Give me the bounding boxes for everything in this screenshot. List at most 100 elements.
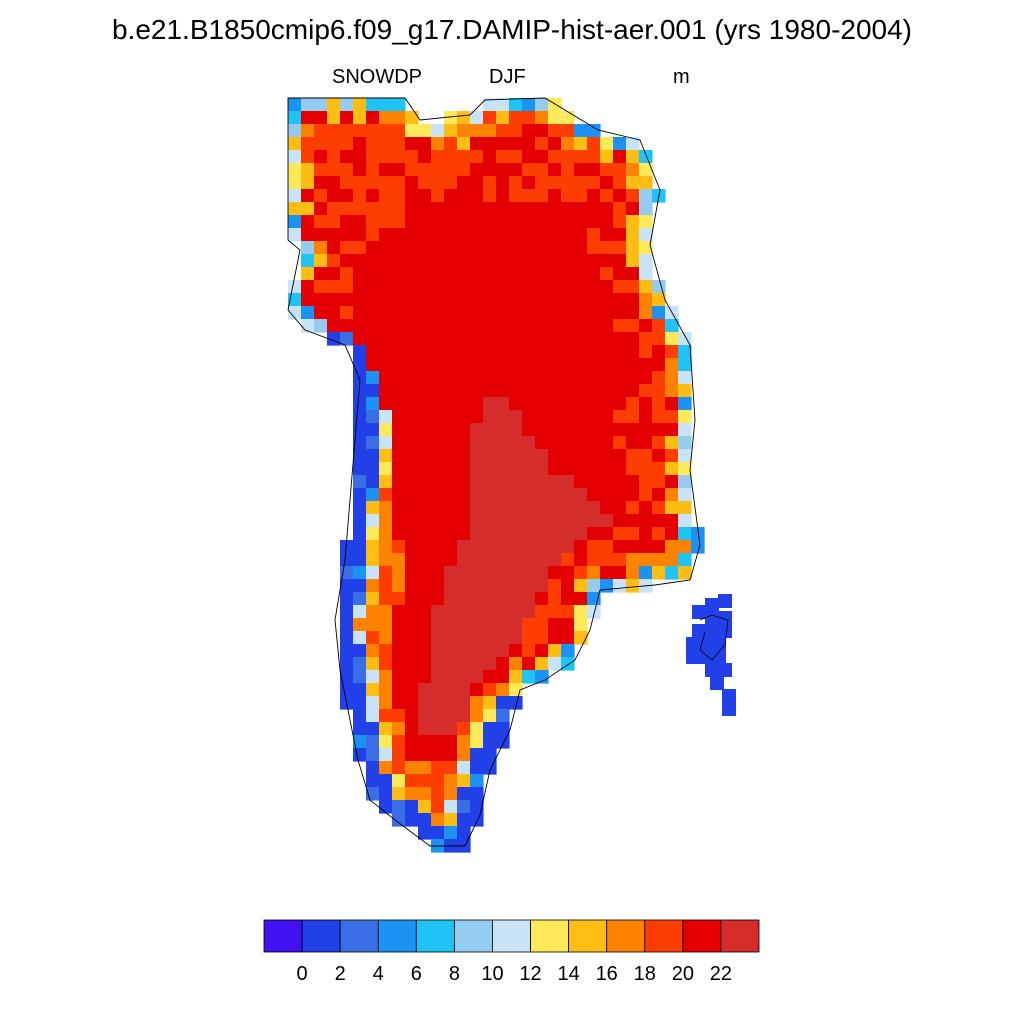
snow-depth-cell	[522, 241, 536, 255]
snow-depth-cell	[496, 228, 510, 242]
snow-depth-cell	[639, 540, 653, 554]
snow-depth-cell	[353, 306, 367, 320]
snow-depth-cell	[522, 254, 536, 268]
snow-depth-cell	[457, 488, 471, 502]
snow-depth-cell	[457, 761, 471, 775]
snow-depth-cell	[405, 631, 419, 645]
snow-depth-cell	[327, 137, 341, 151]
snow-depth-cell	[639, 254, 653, 268]
snow-depth-cell	[483, 722, 497, 736]
snow-depth-cell	[366, 280, 380, 294]
snow-depth-cell	[496, 527, 510, 541]
snow-depth-cell	[626, 436, 640, 450]
snow-depth-cell	[379, 722, 393, 736]
snow-depth-cell	[535, 410, 549, 424]
snow-depth-cell	[418, 527, 432, 541]
snow-depth-cell	[418, 774, 432, 788]
snow-depth-cell	[444, 735, 458, 749]
snow-depth-cell	[626, 384, 640, 398]
snow-depth-cell	[509, 540, 523, 554]
snow-depth-cell	[678, 397, 692, 411]
snow-depth-cell	[639, 267, 653, 281]
snow-depth-cell	[301, 254, 315, 268]
snow-depth-cell	[470, 475, 484, 489]
snow-depth-cell	[379, 202, 393, 216]
snow-depth-cell	[587, 280, 601, 294]
snow-depth-cell	[626, 553, 640, 567]
coastline	[287, 97, 701, 847]
snow-depth-cell	[431, 306, 445, 320]
snow-depth-cell	[457, 553, 471, 567]
snow-depth-cell	[405, 228, 419, 242]
snow-depth-cell	[301, 163, 315, 177]
snow-depth-cell	[444, 137, 458, 151]
snow-depth-cell	[431, 293, 445, 307]
snow-depth-cell	[574, 618, 588, 632]
snow-depth-cell	[626, 358, 640, 372]
snow-depth-cell	[418, 410, 432, 424]
snow-depth-cell	[522, 436, 536, 450]
colorbar-swatch	[492, 919, 531, 953]
colorbar-swatch	[263, 919, 303, 953]
snow-depth-cell	[418, 631, 432, 645]
snow-depth-cell	[613, 280, 627, 294]
snow-depth-cell	[444, 592, 458, 606]
snow-depth-cell	[652, 566, 666, 580]
snow-depth-cell	[444, 306, 458, 320]
snow-depth-cell	[574, 189, 588, 203]
snow-depth-cell	[392, 709, 406, 723]
snow-depth-cell	[574, 176, 588, 190]
snow-depth-cell	[626, 280, 640, 294]
snow-depth-cell	[418, 657, 432, 671]
snow-depth-cell	[574, 592, 588, 606]
snow-depth-cell	[561, 579, 575, 593]
snow-depth-cell	[613, 150, 627, 164]
snow-depth-cell	[535, 241, 549, 255]
snow-depth-cell	[548, 423, 562, 437]
snow-depth-cell	[366, 137, 380, 151]
snow-depth-cell	[613, 514, 627, 528]
snow-depth-cell	[496, 553, 510, 567]
snow-depth-cell	[522, 540, 536, 554]
snow-depth-cell	[496, 176, 510, 190]
snow-depth-cell	[574, 553, 588, 567]
snow-depth-cell	[535, 449, 549, 463]
snow-depth-cell	[405, 410, 419, 424]
snow-depth-cell	[353, 722, 367, 736]
snow-depth-cell	[392, 449, 406, 463]
snow-depth-cell	[483, 579, 497, 593]
snow-depth-cell	[457, 241, 471, 255]
snow-depth-cell	[431, 709, 445, 723]
snow-depth-cell	[457, 514, 471, 528]
snow-depth-cell	[470, 761, 484, 775]
snow-depth-cell	[613, 410, 627, 424]
snow-depth-cell	[483, 670, 497, 684]
snow-depth-cell	[431, 722, 445, 736]
snow-depth-cell	[366, 436, 380, 450]
snow-depth-cell	[431, 644, 445, 658]
snow-depth-cell	[392, 761, 406, 775]
snow-depth-cell	[444, 397, 458, 411]
snow-depth-cell	[548, 436, 562, 450]
snow-depth-cell	[692, 605, 706, 619]
snow-depth-cell	[431, 267, 445, 281]
snow-depth-cell	[340, 553, 354, 567]
snow-depth-cell	[561, 540, 575, 554]
snow-depth-cell	[652, 527, 666, 541]
snow-depth-cell	[626, 527, 640, 541]
snow-depth-cell	[665, 566, 679, 580]
snow-depth-cell	[444, 774, 458, 788]
snow-depth-cell	[418, 358, 432, 372]
snow-depth-cell	[587, 293, 601, 307]
snow-depth-cell	[444, 761, 458, 775]
snow-depth-cell	[444, 644, 458, 658]
snow-depth-cell	[392, 423, 406, 437]
snow-depth-cell	[574, 475, 588, 489]
snow-depth-cell	[444, 514, 458, 528]
snow-depth-cell	[470, 683, 484, 697]
snow-depth-cell	[483, 644, 497, 658]
snow-depth-cell	[665, 371, 679, 385]
snow-depth-cell	[314, 176, 328, 190]
snow-depth-cell	[353, 527, 367, 541]
snow-depth-cell	[327, 228, 341, 242]
